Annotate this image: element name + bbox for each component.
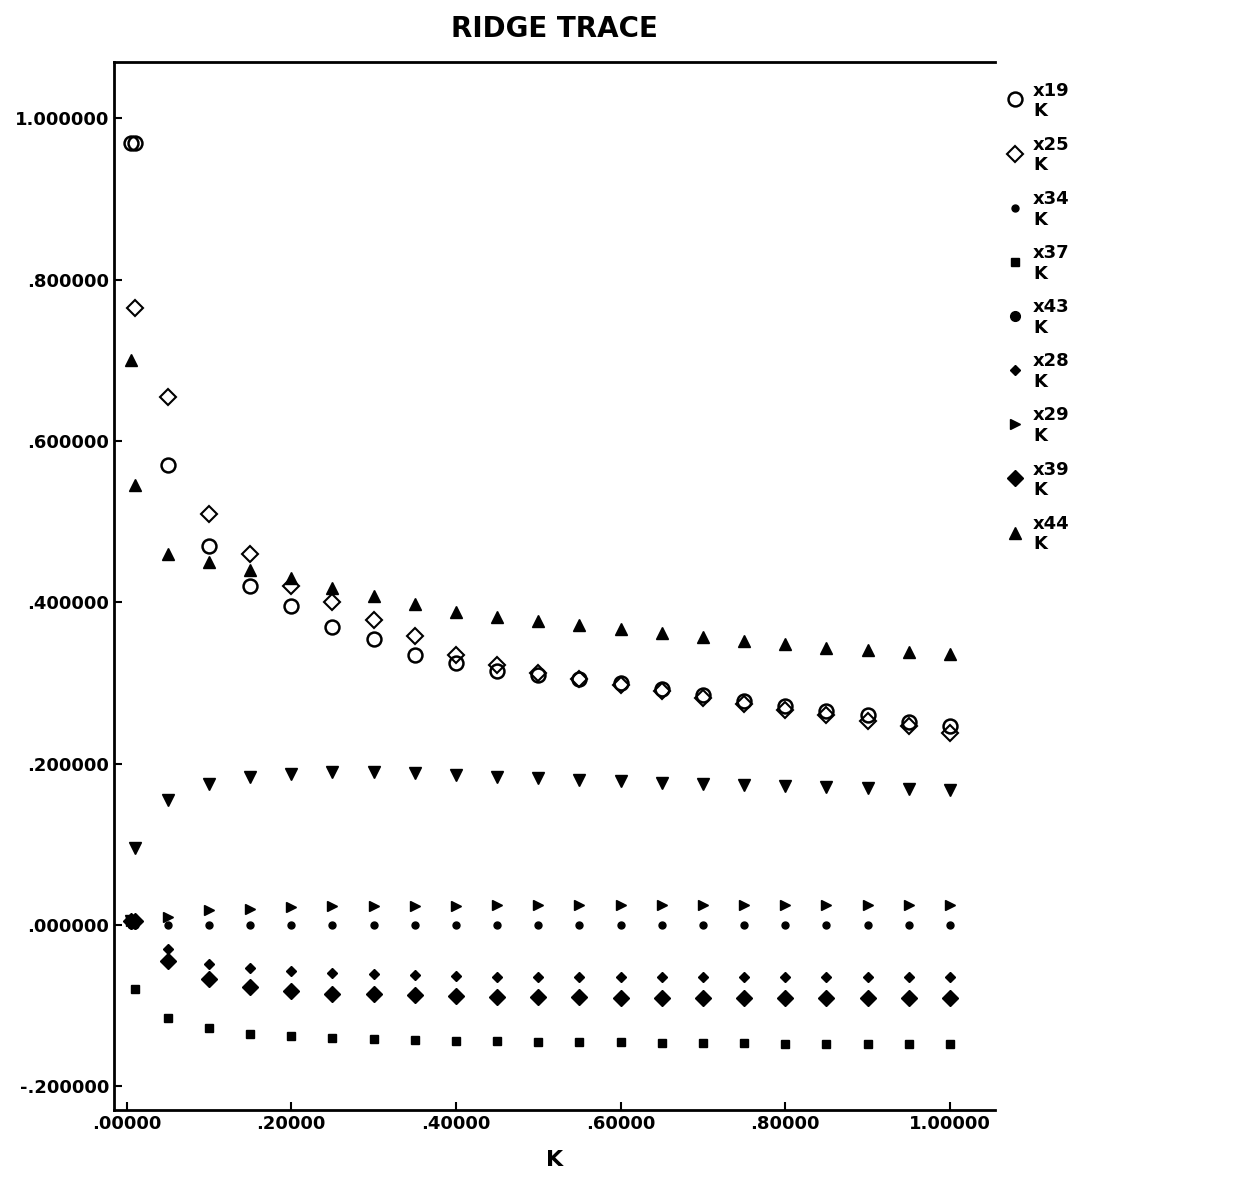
Title: RIDGE TRACE: RIDGE TRACE <box>451 15 658 43</box>
X-axis label: K: K <box>546 1149 563 1170</box>
Legend: x19
K, x25
K, x34
K, x37
K, x43
K, x28
K, x29
K, x39
K, x44
K: x19 K, x25 K, x34 K, x37 K, x43 K, x28 K… <box>1006 82 1070 553</box>
